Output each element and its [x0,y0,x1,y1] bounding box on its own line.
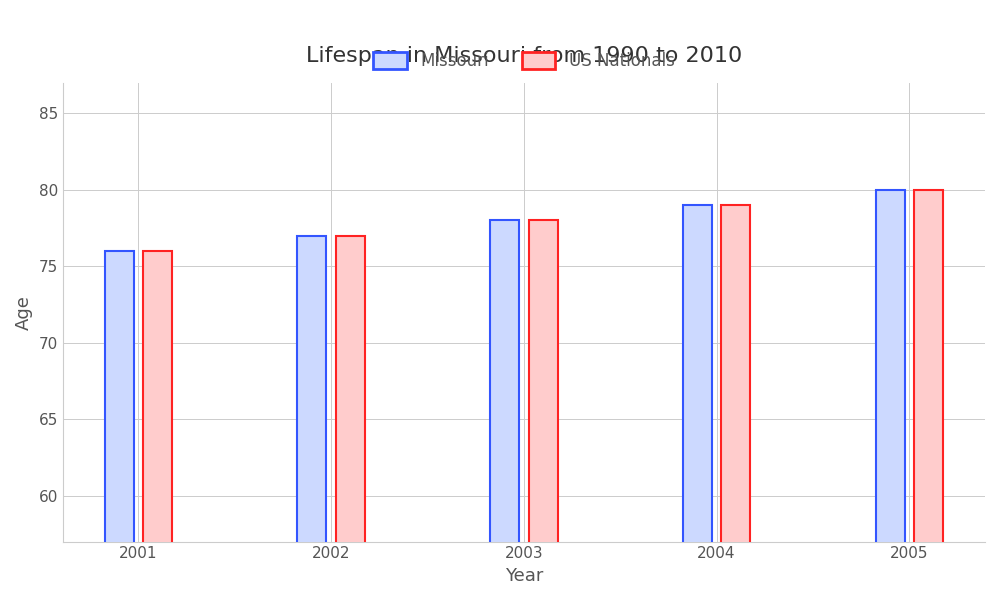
Bar [683,205,712,600]
Bar [721,205,750,600]
Title: Lifespan in Missouri from 1990 to 2010: Lifespan in Missouri from 1990 to 2010 [306,46,742,66]
Bar [914,190,943,600]
Bar [876,190,905,600]
Legend: Missouri, US Nationals: Missouri, US Nationals [367,46,681,77]
Bar [143,251,172,600]
Bar [297,236,326,600]
X-axis label: Year: Year [505,567,543,585]
Bar [490,220,519,600]
Bar [529,220,558,600]
Bar [336,236,365,600]
Y-axis label: Age: Age [15,295,33,329]
Bar [105,251,134,600]
